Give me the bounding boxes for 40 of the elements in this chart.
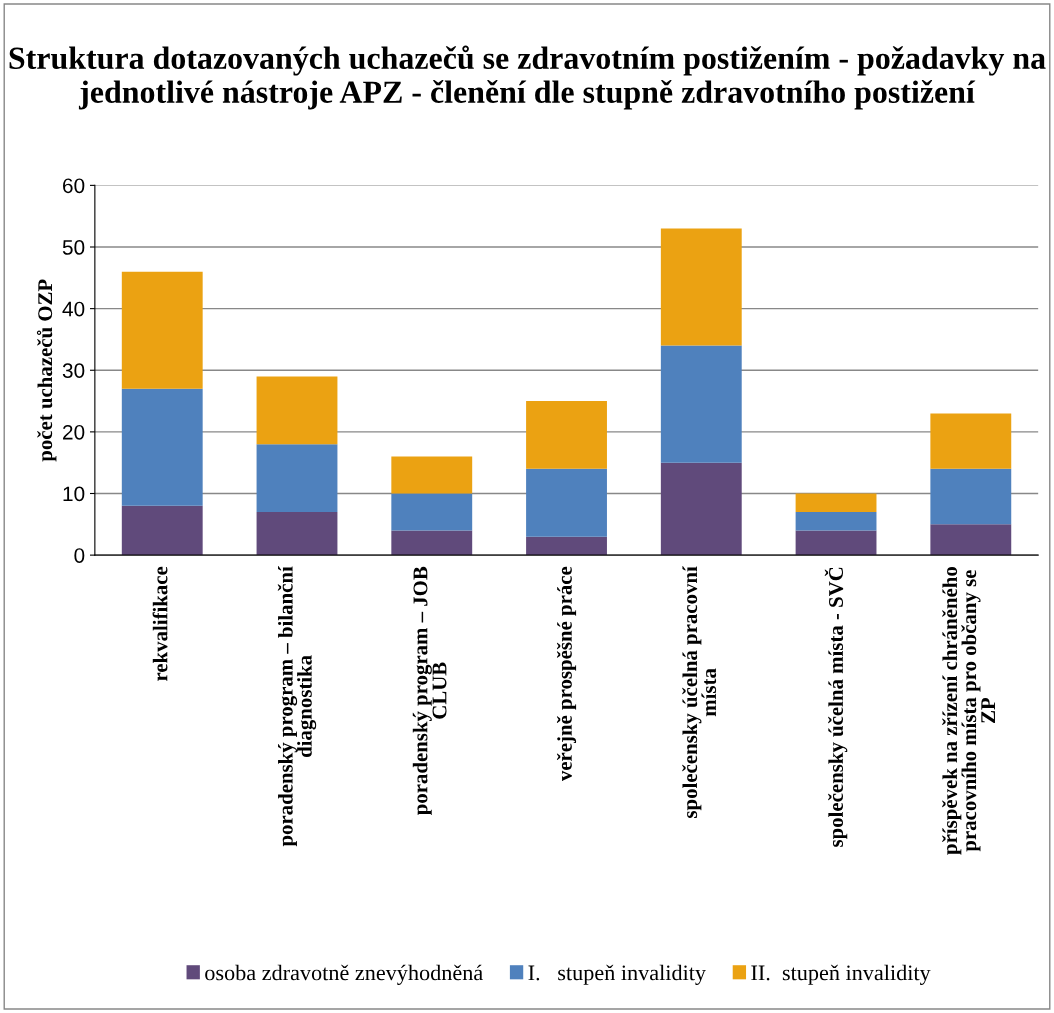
bar xyxy=(391,456,473,494)
y-tick-label: 0 xyxy=(74,548,85,563)
bar xyxy=(795,493,877,512)
chart-title: Struktura dotazovaných uchazečů se zdravotním postižením - požadavky na jednotlivé nástroje APZ - členění dle stupně zdravotního postižení xyxy=(9,45,1046,110)
x-tick-label: společensky účelná místa - SVČ xyxy=(824,567,848,847)
y-tick-label: 50 xyxy=(62,240,85,255)
bar xyxy=(256,511,338,556)
bar xyxy=(795,511,877,531)
y-tick-label: 40 xyxy=(62,301,85,317)
x-tick-label: veřejně prospěšné práce xyxy=(556,566,577,782)
bar xyxy=(660,462,742,556)
legend-label: I. stupeň invalidity xyxy=(528,964,706,985)
bar xyxy=(391,493,473,531)
bar xyxy=(526,536,607,556)
bar xyxy=(930,524,1012,556)
bar xyxy=(256,376,338,445)
bar xyxy=(391,530,473,556)
bar xyxy=(121,505,203,556)
bar xyxy=(121,271,203,389)
bar xyxy=(256,444,338,512)
bar xyxy=(660,228,742,346)
bar xyxy=(526,468,607,537)
legend-label: II. stupeň invalidity xyxy=(751,964,931,985)
y-tick-label: 10 xyxy=(63,486,85,502)
y-tick-label: 30 xyxy=(62,363,85,379)
y-tick-label: 60 xyxy=(63,178,85,194)
x-tick-label: poradenský program – bilanční diagnostika xyxy=(277,565,317,847)
y-tick-label: 20 xyxy=(63,424,85,440)
x-tick-label: poradenský program – JOB CLUB xyxy=(412,566,447,816)
bar xyxy=(930,413,1012,469)
legend-label: osoba zdravotně znevýhodněná xyxy=(205,964,483,985)
y-axis-title: počet uchazečů OZP xyxy=(36,279,57,462)
bar xyxy=(930,468,1012,525)
x-tick-label: příspěvek na zřízení chráněného pracovního místa pro občany se ZP xyxy=(942,567,995,855)
bar xyxy=(121,388,203,506)
bar xyxy=(795,530,877,556)
x-tick-label: rekvalifikace xyxy=(152,566,168,682)
bar xyxy=(526,401,607,469)
x-tick-label: společensky účelná pracovní místa xyxy=(682,565,717,818)
bar xyxy=(660,345,742,463)
